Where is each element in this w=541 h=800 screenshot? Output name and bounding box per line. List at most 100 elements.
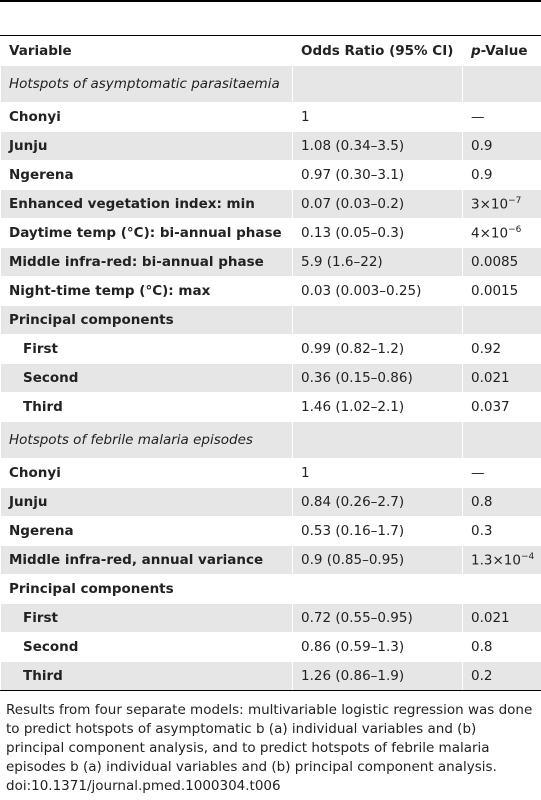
cell: Middle infra-red: bi-annual phase — [0, 247, 293, 277]
cell — [462, 421, 541, 459]
cell: Third — [0, 392, 293, 422]
cell: First — [0, 334, 293, 364]
cell: Chonyi — [0, 102, 293, 132]
cell: 0.9 — [462, 131, 541, 161]
cell: 5.9 (1.6–22) — [292, 247, 463, 277]
table-row: Junju 1.08 (0.34–3.5) 0.9 — [0, 131, 541, 161]
cell: 0.07 (0.03–0.2) — [292, 189, 463, 219]
cell: Second — [0, 363, 293, 393]
cell: 0.2 — [462, 661, 541, 691]
cell — [292, 574, 463, 604]
table-row: Second 0.86 (0.59–1.3) 0.8 — [0, 632, 541, 662]
table-row: Middle infra-red: bi-annual phase 5.9 (1.… — [0, 247, 541, 277]
cell: Junju — [0, 131, 293, 161]
cell: 0.9 — [462, 160, 541, 190]
cell: Principal components — [0, 305, 293, 335]
cell: Ngerena — [0, 516, 293, 546]
section-row: Hotspots of febrile malaria episodes — [0, 421, 541, 459]
cell: 0.53 (0.16–1.7) — [292, 516, 463, 546]
table-row: Third 1.46 (1.02–2.1) 0.037 — [0, 392, 541, 422]
table-row: Enhanced vegetation index: min 0.07 (0.03… — [0, 189, 541, 219]
cell: Hotspots of asymptomatic parasitaemia — [0, 65, 293, 103]
exponent: −6 — [508, 224, 522, 235]
cell: Third — [0, 661, 293, 691]
table-row: Ngerena 0.53 (0.16–1.7) 0.3 — [0, 516, 541, 546]
results-table: Variable Odds Ratio (95% CI) p-Value Hot… — [0, 36, 541, 691]
cell: 4×10−6 — [462, 218, 541, 248]
cell: First — [0, 603, 293, 633]
exponent: −7 — [508, 195, 522, 206]
cell: Chonyi — [0, 458, 293, 488]
cell: 0.13 (0.05–0.3) — [292, 218, 463, 248]
cell: 0.36 (0.15–0.86) — [292, 363, 463, 393]
cell: Principal components — [0, 574, 293, 604]
cell: 0.8 — [462, 487, 541, 517]
exponent: −4 — [520, 551, 535, 562]
cell: 0.9 (0.85–0.95) — [292, 545, 463, 575]
table-body: Hotspots of asymptomatic parasitaemia Cho… — [0, 65, 541, 691]
header-cell: p-Value — [462, 36, 541, 66]
cell: 1.08 (0.34–3.5) — [292, 131, 463, 161]
cell: 1 — [292, 102, 463, 132]
table-row: Ngerena 0.97 (0.30–3.1) 0.9 — [0, 160, 541, 190]
cell-text: 4×10 — [471, 225, 509, 242]
doi: doi:10.1371/journal.pmed.1000304.t006 — [6, 778, 281, 794]
table-row: Chonyi 1— — [0, 458, 541, 488]
table-row: First 0.99 (0.82–1.2) 0.92 — [0, 334, 541, 364]
table-row: Middle infra-red, annual variance 0.9 (0.… — [0, 545, 541, 575]
cell: Ngerena — [0, 160, 293, 190]
header-italic: p — [471, 43, 481, 59]
section-row: Hotspots of asymptomatic parasitaemia — [0, 65, 541, 103]
table-row: Third 1.26 (0.86–1.9) 0.2 — [0, 661, 541, 691]
header-cell: Odds Ratio (95% CI) — [292, 36, 463, 66]
table-row: Second 0.36 (0.15–0.86) 0.021 — [0, 363, 541, 393]
cell: — — [462, 102, 541, 132]
cell: 0.92 — [462, 334, 541, 364]
cell: Daytime temp (°C): bi-annual phase — [0, 218, 293, 248]
cell: 0.021 — [462, 363, 541, 393]
cell: Junju — [0, 487, 293, 517]
header-cell: Variable — [0, 36, 293, 66]
header-text: -Value — [480, 43, 528, 59]
cell — [292, 65, 463, 103]
cell: 0.3 — [462, 516, 541, 546]
cell: Middle infra-red, annual variance — [0, 545, 293, 575]
cell — [462, 65, 541, 103]
cell — [292, 305, 463, 335]
cell: 3×10−7 — [462, 189, 541, 219]
table-row: Daytime temp (°C): bi-annual phase 0.13 (… — [0, 218, 541, 248]
cell: 0.021 — [462, 603, 541, 633]
cell: 1.46 (1.02–2.1) — [292, 392, 463, 422]
cell: Enhanced vegetation index: min — [0, 189, 293, 219]
footnote: Results from four separate models: multi… — [6, 702, 533, 775]
cell: 0.72 (0.55–0.95) — [292, 603, 463, 633]
cell: 1.3×10−4 — [462, 545, 541, 575]
cell: 0.03 (0.003–0.25) — [292, 276, 463, 306]
table-row: Principal components — [0, 305, 541, 335]
table-row: Junju 0.84 (0.26–2.7) 0.8 — [0, 487, 541, 517]
cell: 1 — [292, 458, 463, 488]
cell — [462, 574, 541, 604]
top-rule — [0, 0, 541, 36]
table-row: Chonyi 1— — [0, 102, 541, 132]
cell: 0.0015 — [462, 276, 541, 306]
table-row: First 0.72 (0.55–0.95) 0.021 — [0, 603, 541, 633]
table-row: Principal components — [0, 574, 541, 604]
header-row: Variable Odds Ratio (95% CI) p-Value — [0, 36, 541, 66]
cell: 0.037 — [462, 392, 541, 422]
cell: 0.86 (0.59–1.3) — [292, 632, 463, 662]
cell-text: 3×10 — [471, 196, 509, 213]
cell: 0.84 (0.26–2.7) — [292, 487, 463, 517]
cell: 1.26 (0.86–1.9) — [292, 661, 463, 691]
cell — [462, 305, 541, 335]
cell: 0.0085 — [462, 247, 541, 277]
cell — [292, 421, 463, 459]
cell: 0.97 (0.30–3.1) — [292, 160, 463, 190]
cell: 0.99 (0.82–1.2) — [292, 334, 463, 364]
cell: Second — [0, 632, 293, 662]
cell: — — [462, 458, 541, 488]
cell: 0.8 — [462, 632, 541, 662]
table-row: Night-time temp (°C): max 0.03 (0.003–0.2… — [0, 276, 541, 306]
cell: Hotspots of febrile malaria episodes — [0, 421, 293, 459]
